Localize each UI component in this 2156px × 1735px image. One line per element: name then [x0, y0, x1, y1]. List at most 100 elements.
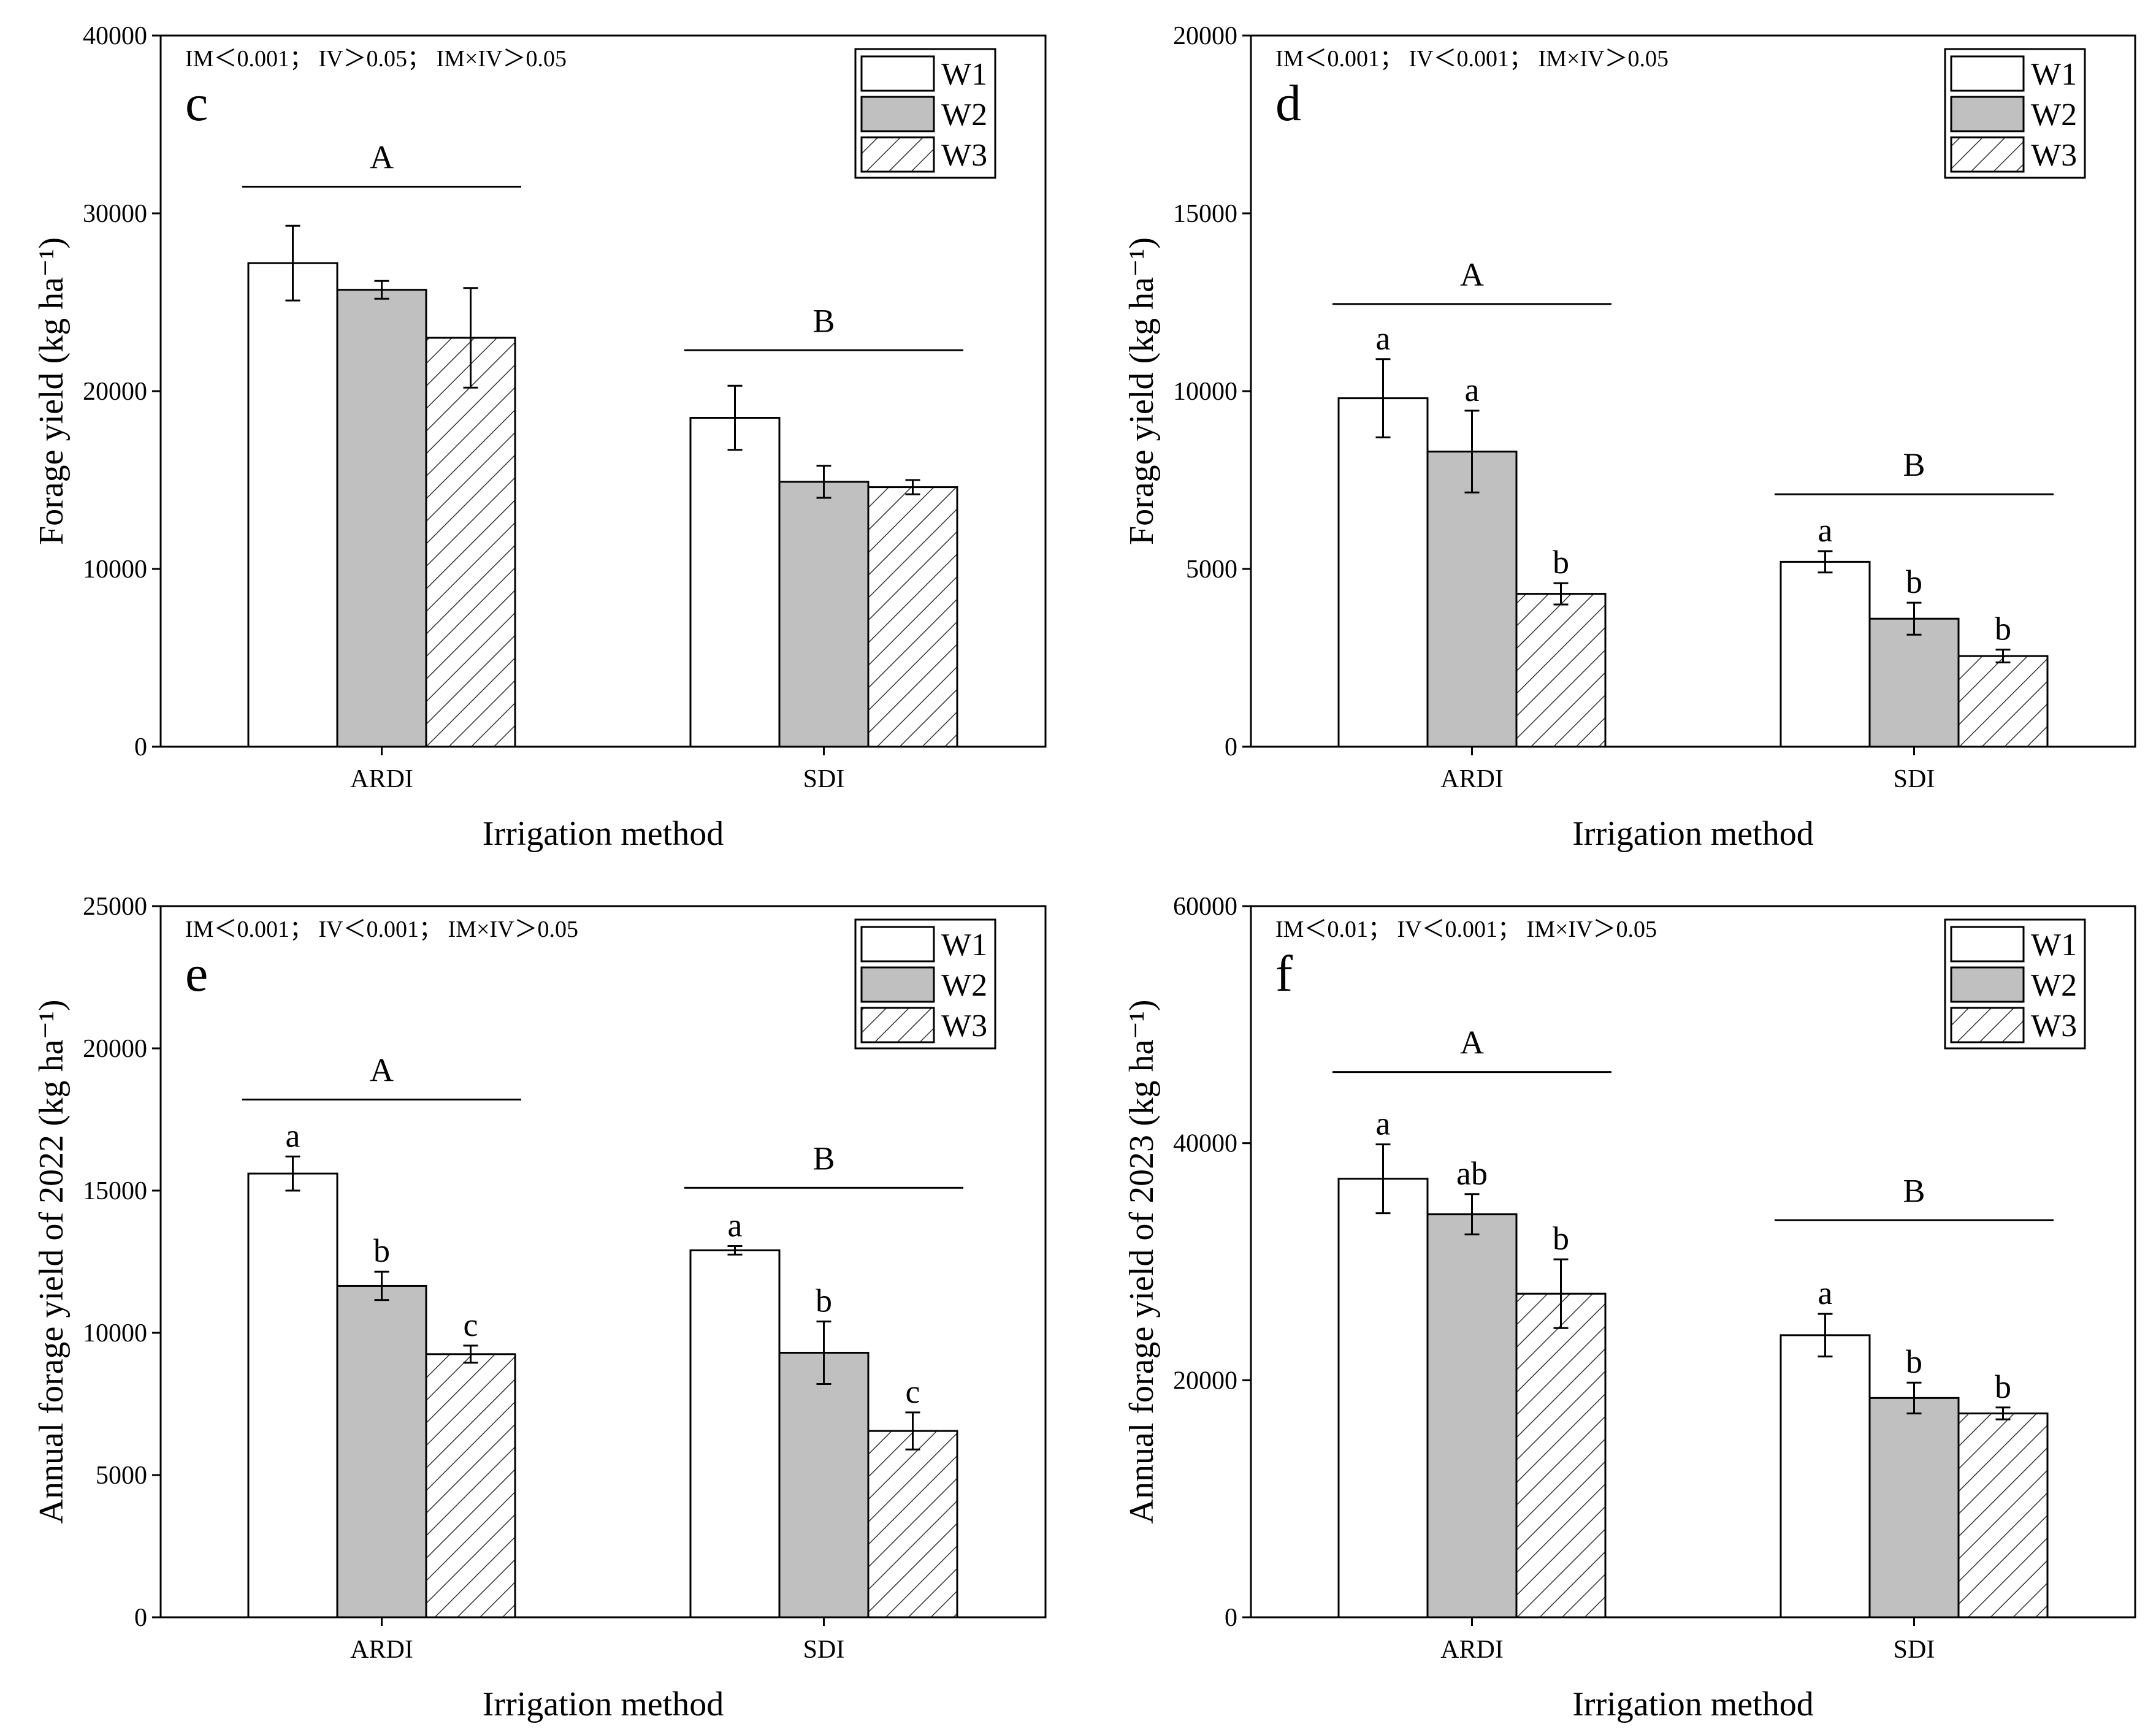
panel-c-y-axis-label: Forage yield (kg ha⁻¹) [32, 237, 71, 545]
panel-f-y-tick-label-2: 40000 [1173, 1130, 1237, 1158]
panel-f-stats-text: IM＜0.01； IV＜0.001； IM×IV＞0.05 [1275, 917, 1657, 942]
panel-f-sig-letter-W2-ARDI: ab [1456, 1155, 1488, 1192]
panel-e-y-axis-label: Annual forage yield of 2022 (kg ha⁻¹) [32, 1000, 71, 1524]
panel-c-panel-label: c [185, 75, 208, 132]
panel-f-x-tick-label-1: SDI [1894, 1636, 1935, 1664]
panel-d-y-tick-label-1: 5000 [1186, 555, 1237, 584]
panel-d-group-label-B: B [1903, 446, 1925, 483]
panel-c-legend-swatch-W3 [860, 136, 935, 173]
panel-f-sig-letter-W1-ARDI: a [1376, 1105, 1391, 1142]
panel-f-legend-label-W1: W1 [2031, 928, 2077, 963]
panel-f-y-tick-label-0: 0 [1225, 1604, 1237, 1632]
panel-f-plot-frame [1250, 905, 2136, 1619]
panel-d-x-axis-label: Irrigation method [1572, 815, 1813, 853]
panel-e-x-tick-label-0: ARDI [350, 1636, 413, 1664]
panel-e-legend-swatch-W3 [860, 1007, 935, 1043]
panel-d-legend-label-W3: W3 [2031, 138, 2077, 173]
panel-e-plot-frame [159, 905, 1047, 1619]
panel-c-group-label-A: A [370, 139, 394, 176]
panel-c-y-tick-label-4: 40000 [83, 22, 147, 50]
panel-e-legend-label-W3: W3 [941, 1009, 987, 1043]
panel-d-legend-label-W2: W2 [2031, 97, 2077, 132]
panel-e-x-tick-label-1: SDI [803, 1636, 845, 1664]
panel-f-group-label-A: A [1460, 1024, 1484, 1061]
panel-d-legend-swatch-W2 [1950, 96, 2025, 132]
panel-f-bar-W3-SDI [1957, 1412, 2049, 1619]
panel-e-bar-W2-ARDI [336, 1284, 427, 1619]
panel-d-sig-letter-W2-SDI: b [1906, 563, 1922, 600]
panel-e-sig-letter-W2-SDI: b [816, 1282, 832, 1319]
panel-c-y-tick-label-3: 30000 [83, 200, 147, 228]
panel-f-y-tick-label-3: 60000 [1173, 893, 1237, 921]
panel-d-y-tick-label-4: 20000 [1173, 22, 1237, 50]
panel-f-sig-letter-W1-SDI: a [1818, 1275, 1833, 1311]
panel-d-bar-W2-ARDI [1426, 451, 1518, 748]
panel-e-sig-letter-W3-SDI: c [906, 1373, 920, 1410]
panel-f-bar-W3-ARDI [1515, 1292, 1607, 1619]
panel-e-y-tick-label-1: 5000 [96, 1462, 147, 1490]
panel-d-y-tick-label-3: 15000 [1173, 200, 1237, 228]
panel-f-y-tick-label-1: 20000 [1173, 1367, 1237, 1395]
panel-f-sig-letter-W3-ARDI: b [1553, 1220, 1569, 1257]
panel-d-sig-letter-W1-ARDI: a [1376, 320, 1391, 357]
panel-c-legend-label-W1: W1 [941, 57, 987, 92]
panel-d-sig-letter-W1-SDI: a [1818, 512, 1833, 549]
panel-e-y-tick-label-0: 0 [134, 1604, 147, 1632]
panel-d-legend-swatch-W3 [1950, 136, 2025, 173]
panel-d-x-tick-label-1: SDI [1894, 765, 1935, 793]
panel-d-x-tick-label-0: ARDI [1440, 765, 1504, 793]
panel-f-sig-letter-W2-SDI: b [1906, 1343, 1922, 1380]
panel-c-bar-W1-SDI [689, 417, 781, 748]
panel-d-bar-W1-SDI [1779, 560, 1871, 748]
panel-f-legend-swatch-W3 [1950, 1007, 2025, 1043]
panel-e-legend-label-W2: W2 [941, 968, 987, 1003]
panel-f-x-tick-label-0: ARDI [1440, 1636, 1504, 1664]
panel-d-legend-label-W1: W1 [2031, 57, 2077, 92]
panel-e-sig-letter-W1-SDI: a [728, 1207, 743, 1243]
panel-f-legend-swatch-W2 [1950, 966, 2025, 1003]
panel-c-group-label-B: B [812, 302, 835, 339]
panel-d-bar-W1-ARDI [1337, 397, 1429, 748]
panel-c-y-tick-label-0: 0 [134, 733, 147, 761]
panel-e-bar-W3-ARDI [425, 1353, 516, 1619]
panel-d-sig-letter-W2-ARDI: a [1465, 372, 1480, 408]
panel-f-sig-letter-W3-SDI: b [1995, 1368, 2011, 1405]
panel-e-y-tick-label-4: 20000 [83, 1035, 147, 1063]
panel-e-sig-letter-W3-ARDI: c [464, 1306, 478, 1343]
panel-c-bar-W3-ARDI [425, 337, 516, 748]
panel-f-legend-label-W2: W2 [2031, 968, 2077, 1003]
panel-f-panel-label: f [1275, 945, 1293, 1002]
panel-e-x-axis-label: Irrigation method [483, 1685, 724, 1723]
panel-e-panel-label: e [185, 945, 208, 1002]
panel-e-bar-W1-ARDI [247, 1172, 338, 1619]
panel-f-y-axis-label: Annual forage yield of 2023 (kg ha⁻¹) [1123, 1000, 1161, 1524]
panel-c-bar-W2-ARDI [336, 289, 427, 748]
panel-c-x-tick-label-1: SDI [803, 765, 845, 793]
panel-f-bar-W1-SDI [1779, 1334, 1871, 1619]
panel-f-legend-swatch-W1 [1950, 926, 2025, 963]
panel-c-legend-swatch-W1 [860, 55, 935, 92]
panel-d-stats-text: IM＜0.001； IV＜0.001； IM×IV＞0.05 [1275, 46, 1669, 72]
panel-e-y-tick-label-5: 25000 [83, 893, 147, 921]
panel-d-sig-letter-W3-ARDI: b [1553, 544, 1569, 581]
panel-d-panel-label: d [1275, 75, 1301, 132]
panel-c-x-axis-label: Irrigation method [483, 815, 724, 853]
panel-f-bar-W2-ARDI [1426, 1213, 1518, 1619]
panel-f-group-label-B: B [1903, 1172, 1925, 1209]
panel-e-legend-label-W1: W1 [941, 928, 987, 963]
panel-c-legend-swatch-W2 [860, 96, 935, 132]
panel-c-legend-label-W3: W3 [941, 138, 987, 173]
panel-d-y-axis-label: Forage yield (kg ha⁻¹) [1123, 237, 1161, 545]
panel-c-stats-text: IM＜0.001； IV＞0.05； IM×IV＞0.05 [185, 46, 567, 72]
panel-e-y-tick-label-3: 15000 [83, 1177, 147, 1205]
panel-e-group-label-B: B [812, 1140, 835, 1176]
panel-c-x-tick-label-0: ARDI [350, 765, 413, 793]
panel-d-bar-W2-SDI [1868, 617, 1960, 748]
panel-d-y-tick-label-2: 10000 [1173, 378, 1237, 406]
panel-d-bar-W3-ARDI [1515, 593, 1607, 748]
panel-e-bar-W2-SDI [778, 1351, 870, 1619]
panel-d-bar-W3-SDI [1957, 655, 2049, 748]
panel-e-legend-swatch-W2 [860, 966, 935, 1003]
panel-e-legend-swatch-W1 [860, 926, 935, 963]
